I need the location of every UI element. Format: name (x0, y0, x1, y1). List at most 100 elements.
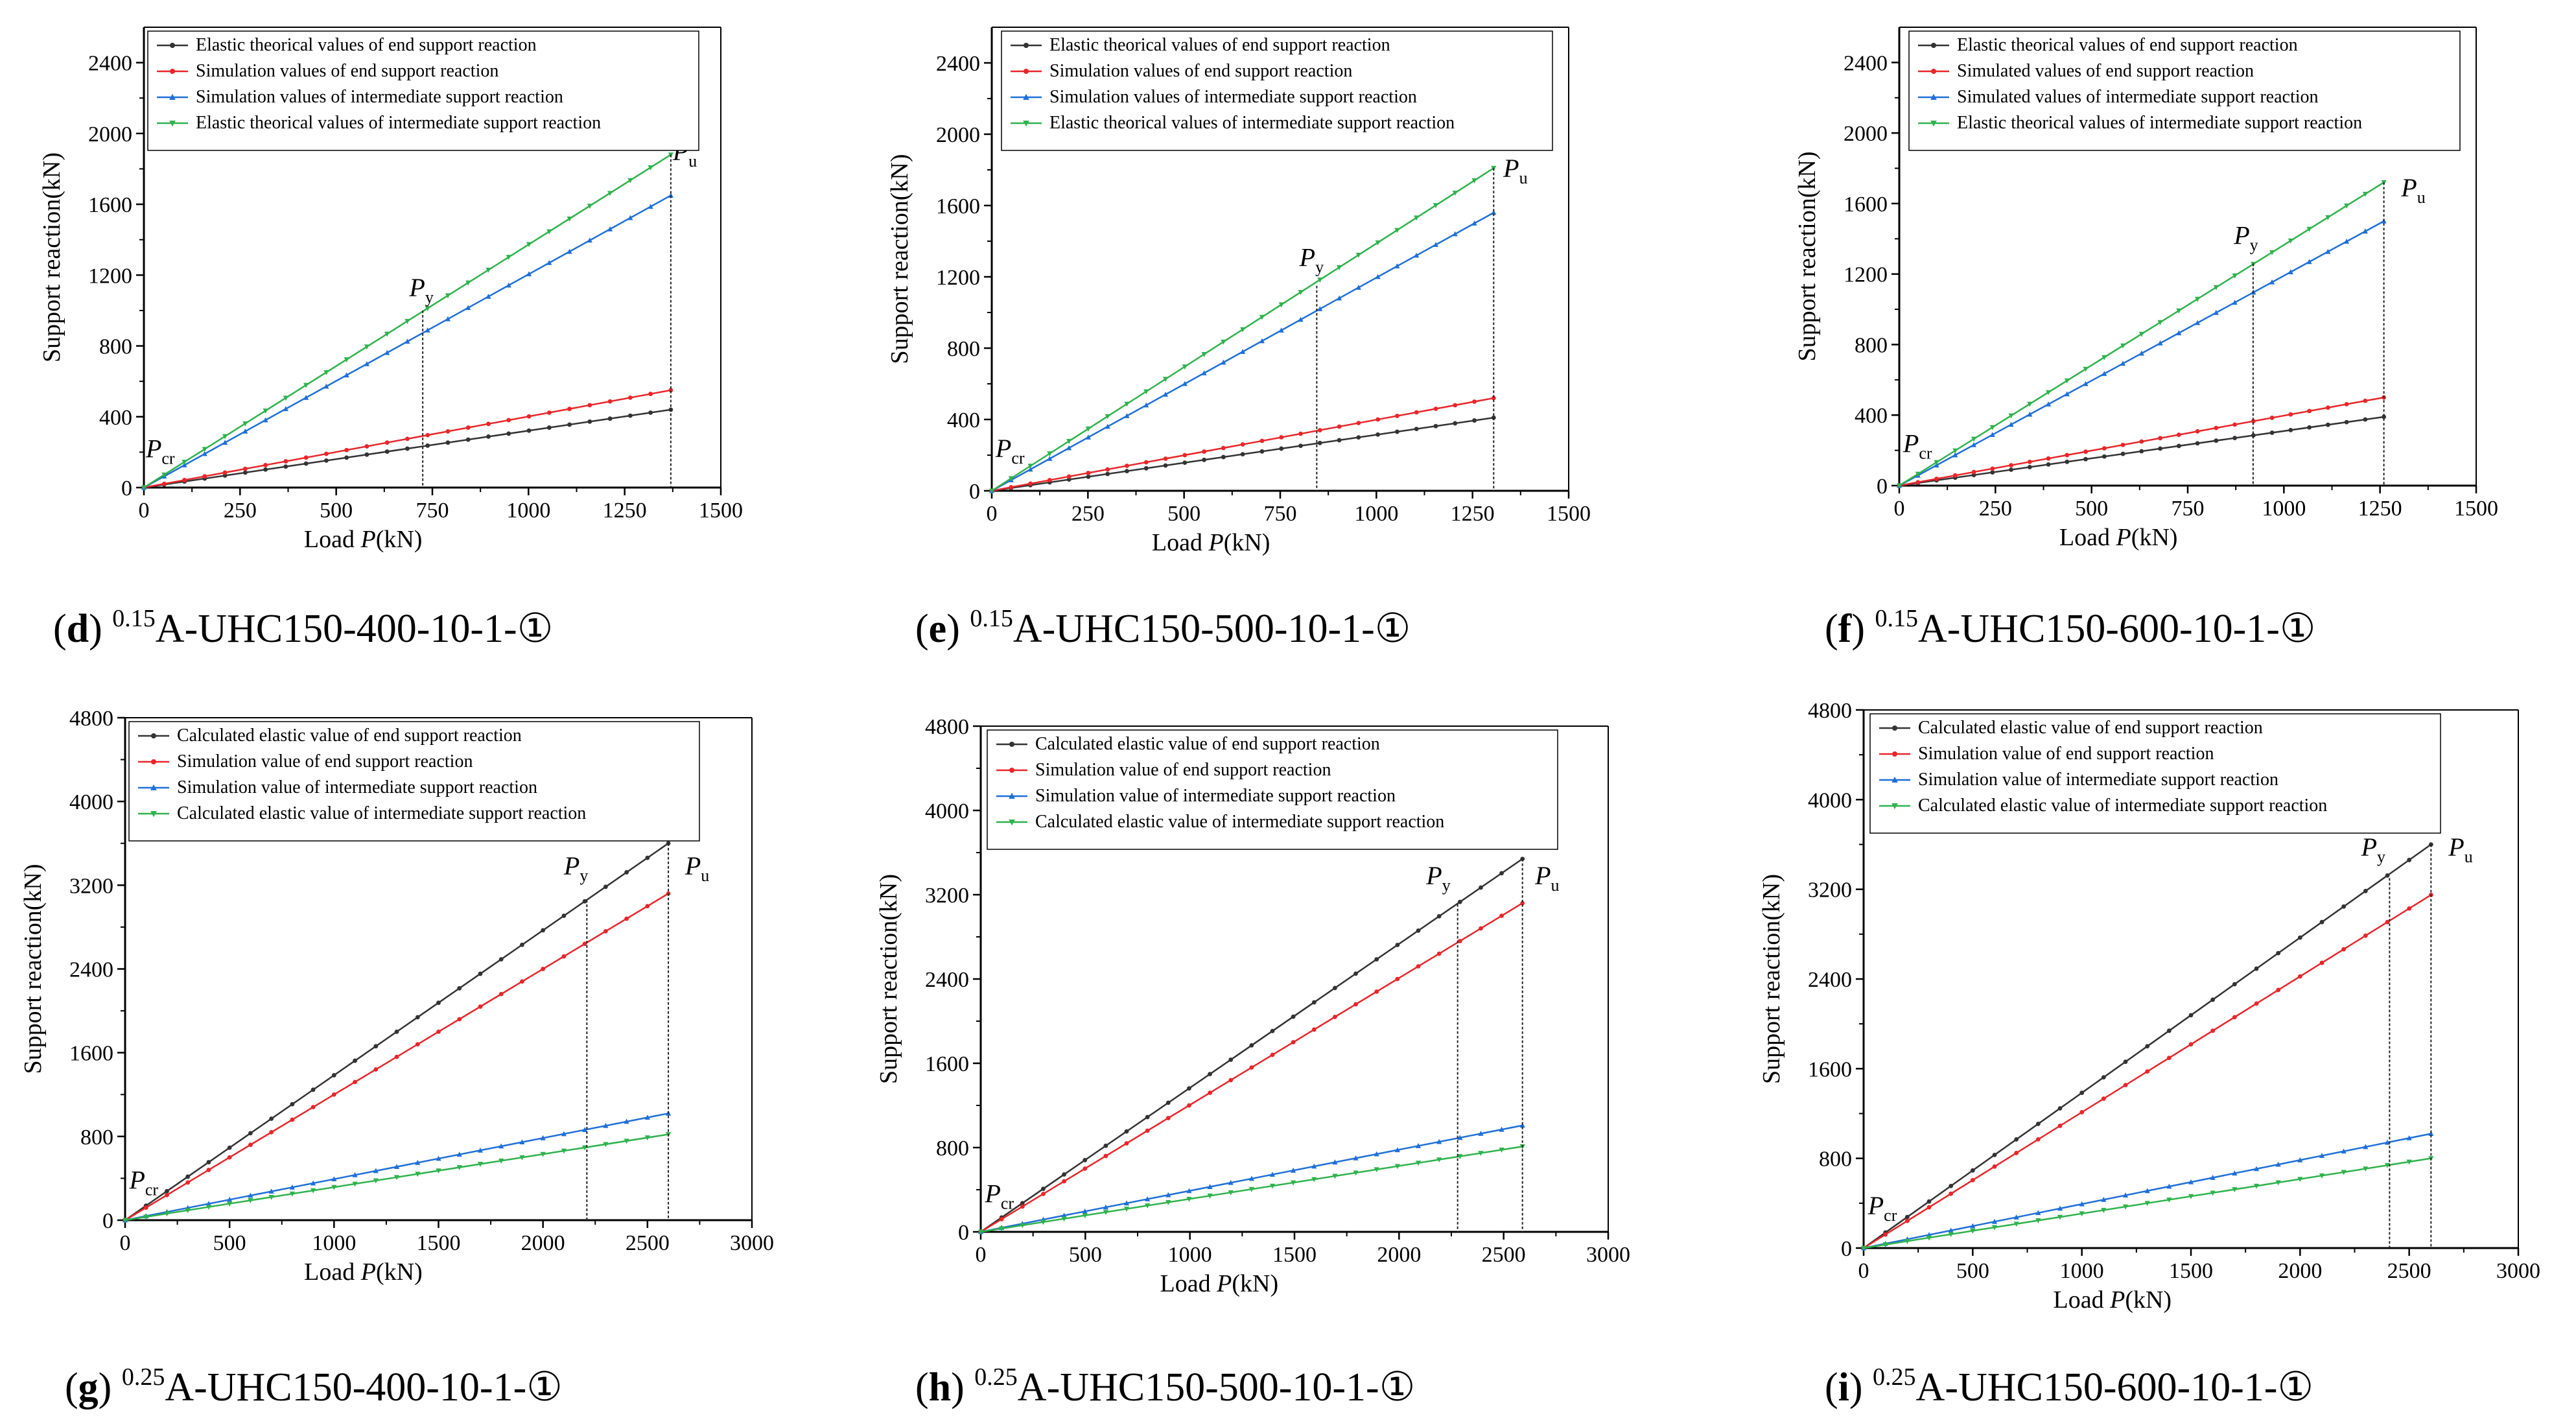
x-tick-label: 750 (1264, 502, 1297, 526)
data-point (627, 178, 633, 183)
data-point (1061, 1216, 1067, 1222)
data-point (1991, 1225, 1998, 1231)
data-point (283, 406, 288, 412)
data-point (2102, 355, 2107, 360)
data-point (1020, 1201, 1025, 1206)
data-point (242, 428, 248, 434)
data-point (331, 1176, 337, 1182)
data-point (1228, 1179, 1234, 1185)
y-tick-label: 1200 (936, 266, 980, 290)
y-tick-label: 1600 (69, 1042, 113, 1066)
data-point (1452, 231, 1458, 237)
data-point (2188, 1194, 2194, 1199)
data-point (1028, 481, 1033, 486)
chart-panel-i: 0 500 1000 1500 2000 2500 3000 0 800 1600 2400 3200… (1758, 699, 2540, 1409)
data-point (310, 1105, 316, 1110)
panel-caption: (f) 0.15A-UHC150-600-10-1-① (1825, 605, 2315, 651)
y-tick-label: 4800 (1808, 699, 1852, 723)
data-point (2341, 1148, 2347, 1154)
data-point (587, 237, 592, 243)
data-point (1436, 1157, 1442, 1163)
data-point (290, 1102, 295, 1107)
data-point (185, 1174, 191, 1179)
data-point (2035, 1218, 2041, 1223)
data-point (627, 413, 633, 418)
data-point (1066, 445, 1072, 451)
data-point (2138, 331, 2144, 337)
data-point (445, 316, 451, 322)
data-point (2188, 1013, 2194, 1018)
data-point (364, 444, 369, 449)
y-tick-label: 800 (936, 1137, 969, 1161)
data-point (1124, 401, 1130, 407)
data-point (364, 360, 369, 366)
data-point (1436, 951, 1442, 956)
data-point (1009, 742, 1014, 747)
data-point (2014, 1150, 2019, 1155)
data-point (222, 434, 228, 440)
y-tick-label: 4800 (69, 707, 113, 731)
data-point (2341, 904, 2347, 909)
legend-label: Calculated elastic value of end support … (1918, 718, 2263, 738)
legend-box (1908, 30, 2461, 151)
data-point (143, 1205, 148, 1210)
x-tick-label: 500 (1956, 1259, 1989, 1283)
data-point (1332, 1159, 1338, 1165)
data-point (289, 1191, 295, 1197)
data-point (227, 1145, 232, 1150)
data-point (181, 460, 187, 465)
data-point (1860, 1245, 1867, 1251)
data-point (1394, 414, 1399, 418)
legend-label: Elastic theorical values of end support … (1957, 35, 2298, 55)
data-point (1934, 477, 1939, 481)
data-point (263, 408, 268, 414)
y-tick-label: 800 (1819, 1148, 1852, 1172)
y-tick-label: 2400 (1808, 968, 1852, 992)
data-point (263, 462, 268, 467)
annotation-u: Pu (1503, 154, 1527, 187)
data-point (1414, 215, 1420, 221)
data-point (2275, 1161, 2281, 1167)
data-point (2139, 449, 2144, 454)
data-point (2065, 453, 2070, 458)
x-tick-label: 1000 (2262, 497, 2306, 521)
data-point (624, 916, 629, 921)
data-point (331, 1185, 337, 1190)
data-point (2307, 408, 2312, 414)
data-point (1228, 1078, 1234, 1083)
data-point (436, 1155, 441, 1161)
x-tick-label: 1500 (1547, 502, 1591, 526)
data-point (1355, 285, 1361, 290)
data-point (1259, 338, 1265, 344)
chart-panel-e: 0 250 500 750 1000 1250 1500 0 400 800 1200 1600 200… (886, 27, 1591, 651)
data-point (248, 1142, 253, 1148)
y-tick-label: 2400 (925, 968, 969, 992)
data-point (1023, 93, 1029, 100)
data-point (1374, 1151, 1379, 1157)
data-point (478, 1004, 483, 1009)
data-point (373, 1067, 379, 1072)
data-point (2297, 935, 2302, 940)
data-point (1311, 1163, 1317, 1169)
y-tick-label: 1200 (88, 264, 132, 288)
data-point (344, 447, 349, 453)
data-point (2194, 320, 2201, 325)
data-point (2046, 462, 2051, 467)
x-tick-label: 250 (1071, 502, 1105, 526)
data-point (1952, 448, 1958, 454)
panel-caption: (i) 0.25A-UHC150-600-10-1-① (1825, 1363, 2313, 1409)
data-point (1374, 989, 1379, 994)
data-point (1105, 414, 1110, 419)
data-point (2045, 390, 2052, 395)
y-tick-label: 1600 (925, 1052, 969, 1076)
data-point (151, 759, 156, 764)
data-point (624, 870, 629, 875)
data-point (1519, 1122, 1525, 1128)
data-point (2120, 343, 2126, 349)
data-point (477, 1162, 484, 1167)
data-point (1457, 899, 1462, 904)
data-point (2325, 248, 2331, 254)
data-point (567, 407, 572, 412)
data-point (170, 69, 175, 74)
data-point (989, 488, 995, 494)
